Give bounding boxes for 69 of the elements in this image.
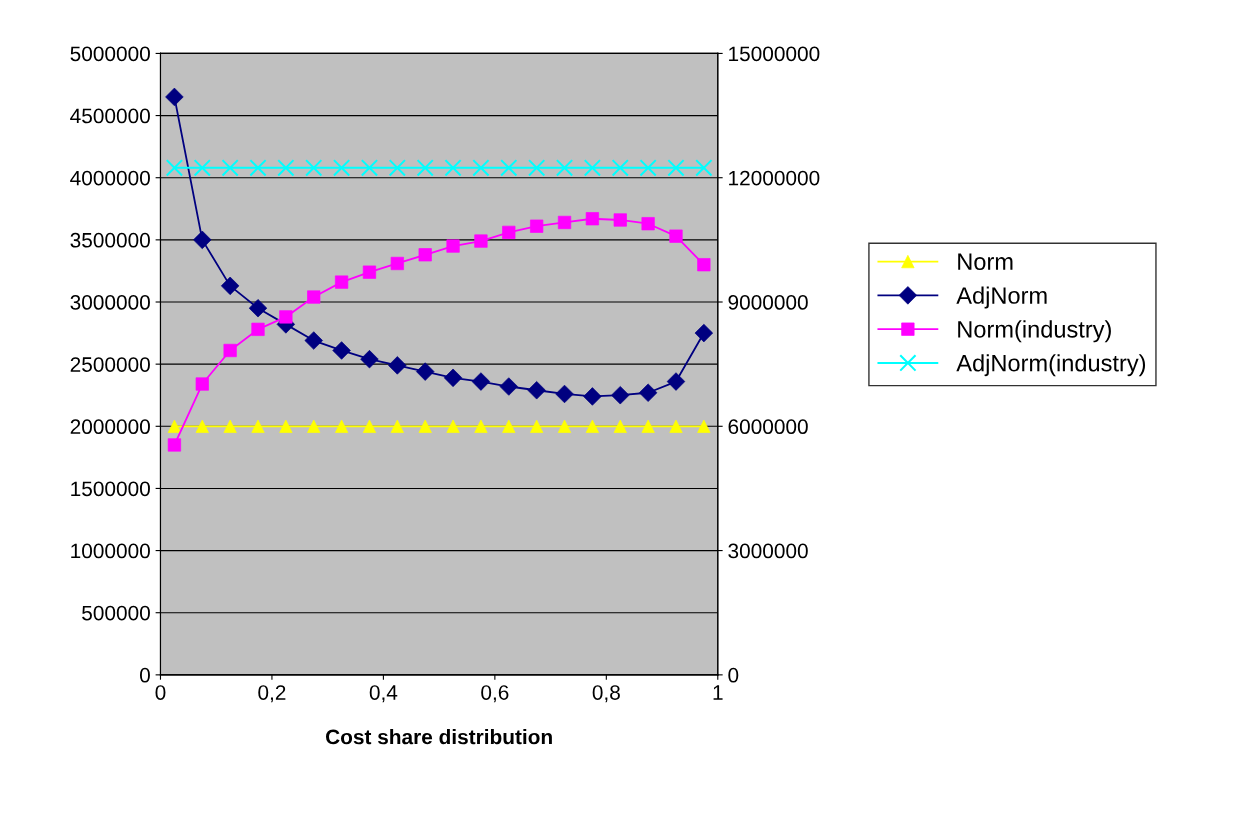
point [472, 159, 490, 177]
x-tick-label: 0,4 [369, 685, 398, 703]
point [585, 419, 599, 433]
point [667, 159, 685, 177]
point [195, 419, 209, 433]
y-tick-label: 4500000 [70, 108, 150, 124]
point [167, 438, 182, 452]
x-axis-title: Cost share distribution [325, 729, 552, 745]
point [444, 159, 462, 177]
point [193, 159, 211, 177]
point [165, 159, 184, 177]
point [583, 159, 602, 177]
y2-tick-label: 15000000 [729, 46, 820, 62]
point [641, 419, 655, 433]
point [223, 343, 237, 358]
y2-tick-label: 6000000 [728, 419, 808, 435]
y-tick-label: 1000000 [71, 543, 150, 559]
y-tick-label: 0 [139, 667, 150, 683]
y-tick-label: 3500000 [70, 232, 150, 248]
legend-label: Norm [958, 253, 1013, 271]
point [332, 159, 351, 177]
point [305, 159, 323, 177]
legend-label: AdjNorm [956, 286, 1047, 309]
y-tick-label: 1500000 [71, 481, 150, 497]
y2-tick-label: 9000000 [728, 295, 808, 310]
point [502, 419, 516, 433]
point [279, 419, 293, 433]
y2-tick-label: 3000000 [728, 543, 808, 559]
point [669, 419, 683, 433]
point [195, 377, 209, 391]
y2-tick-label: 12000000 [729, 170, 820, 186]
point [611, 159, 629, 177]
y-tick-label: 2000000 [70, 419, 150, 435]
y2-tick-label: 0 [728, 667, 739, 683]
legend-label: AdjNorm(industry) [956, 354, 1146, 377]
point [555, 159, 574, 177]
point [167, 419, 182, 433]
point [530, 219, 544, 233]
point [499, 377, 518, 396]
point [446, 419, 460, 433]
x-tick-label: 0,6 [481, 685, 509, 703]
point [251, 419, 265, 433]
x-tick-label: 0,2 [258, 685, 286, 703]
point [697, 258, 711, 272]
point [248, 299, 268, 318]
point [360, 159, 379, 177]
point [388, 159, 407, 177]
point [416, 159, 434, 177]
point [555, 384, 574, 404]
point [527, 159, 546, 177]
x-tick-label: 1 [713, 685, 723, 700]
point [277, 159, 295, 177]
y-tick-label: 2500000 [70, 357, 150, 372]
x-tick-label: 0 [155, 685, 166, 700]
point [613, 213, 627, 227]
point [641, 217, 655, 231]
point [221, 159, 239, 177]
y-tick-label: 3000000 [70, 295, 150, 310]
y-tick-label: 4000000 [70, 170, 150, 186]
point [418, 419, 432, 433]
legend-label: Norm(industry) [958, 320, 1111, 343]
point [639, 159, 657, 177]
point [223, 419, 237, 433]
y-tick-label: 500000 [82, 605, 150, 621]
point [695, 159, 713, 177]
point [249, 159, 267, 177]
point [500, 159, 518, 177]
x-tick-label: 0,8 [592, 685, 620, 703]
y-tick-label: 5000000 [70, 46, 150, 62]
